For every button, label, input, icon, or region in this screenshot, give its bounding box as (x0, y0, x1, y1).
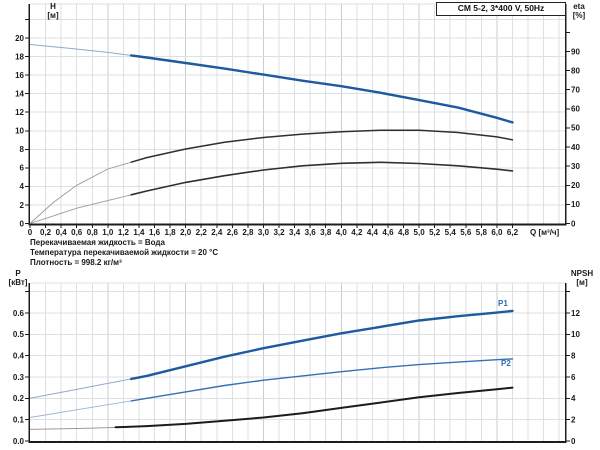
npsh-axis-label: NPSH [м] (566, 269, 598, 287)
eta-axis-label: eta [%] (566, 2, 592, 20)
svg-text:3,6: 3,6 (305, 228, 317, 237)
svg-text:4,8: 4,8 (398, 228, 410, 237)
svg-text:60: 60 (571, 105, 580, 114)
annotation-line: Температура перекачиваемой жидкости = 20… (30, 248, 219, 258)
svg-text:3,8: 3,8 (320, 228, 332, 237)
svg-text:3,2: 3,2 (273, 228, 285, 237)
svg-text:10: 10 (571, 330, 580, 339)
npsh-axis-symbol: NPSH (570, 269, 594, 278)
eta-axis-symbol: eta (573, 2, 585, 11)
svg-text:12: 12 (571, 309, 580, 318)
svg-text:18: 18 (15, 52, 24, 61)
svg-text:6,2: 6,2 (507, 228, 519, 237)
svg-text:0.3: 0.3 (13, 373, 25, 382)
svg-text:8: 8 (571, 351, 576, 360)
svg-text:1,0: 1,0 (102, 228, 114, 237)
svg-text:8: 8 (20, 145, 25, 154)
svg-text:0: 0 (571, 437, 576, 446)
svg-text:1,6: 1,6 (149, 228, 161, 237)
svg-text:5,4: 5,4 (445, 228, 457, 237)
p1-curve-label: P1 (498, 299, 508, 308)
svg-text:20: 20 (571, 181, 580, 190)
svg-text:3,0: 3,0 (258, 228, 270, 237)
svg-text:2: 2 (20, 201, 25, 210)
svg-text:6: 6 (571, 373, 576, 382)
svg-text:2,2: 2,2 (196, 228, 208, 237)
fluid-annotations: Перекачиваемая жидкость = Вода Температу… (30, 238, 218, 269)
p-axis-unit: [кВт] (8, 278, 28, 287)
svg-text:0.6: 0.6 (13, 309, 25, 318)
eta-axis-unit: [%] (572, 11, 586, 20)
svg-text:5,6: 5,6 (460, 228, 472, 237)
h-axis-symbol: H (50, 2, 56, 11)
svg-text:0,2: 0,2 (40, 228, 52, 237)
svg-text:0: 0 (28, 228, 33, 237)
svg-text:2,0: 2,0 (180, 228, 192, 237)
svg-text:0: 0 (571, 219, 576, 228)
svg-text:20: 20 (15, 34, 24, 43)
svg-text:2,6: 2,6 (227, 228, 239, 237)
svg-text:0,4: 0,4 (56, 228, 68, 237)
svg-text:30: 30 (571, 162, 580, 171)
svg-text:12: 12 (15, 108, 24, 117)
svg-text:4: 4 (571, 394, 576, 403)
svg-text:1,8: 1,8 (165, 228, 177, 237)
svg-text:90: 90 (571, 47, 580, 56)
svg-text:2,8: 2,8 (242, 228, 254, 237)
annotation-line: Перекачиваемая жидкость = Вода (30, 238, 165, 247)
q-axis-label: Q [м³/ч] (530, 228, 560, 237)
annotation-line: Плотность = 998.2 кг/м³ (30, 258, 122, 268)
svg-text:0.0: 0.0 (13, 437, 25, 446)
p-axis-label: P [кВт] (4, 269, 32, 287)
chart-title-box: CM 5-2, 3*400 V, 50Hz (436, 2, 566, 16)
svg-text:3,4: 3,4 (289, 228, 301, 237)
h-axis-unit: [м] (47, 11, 59, 20)
svg-text:4: 4 (20, 182, 25, 191)
svg-text:0.4: 0.4 (13, 351, 25, 360)
svg-text:0,6: 0,6 (71, 228, 83, 237)
h-axis-label: H [м] (42, 2, 64, 20)
svg-text:4,2: 4,2 (351, 228, 363, 237)
svg-text:5,0: 5,0 (414, 228, 426, 237)
svg-text:70: 70 (571, 86, 580, 95)
svg-text:1,4: 1,4 (133, 228, 145, 237)
svg-text:14: 14 (15, 89, 24, 98)
svg-text:50: 50 (571, 124, 580, 133)
npsh-axis-unit: [м] (576, 278, 588, 287)
svg-text:4,0: 4,0 (336, 228, 348, 237)
svg-text:1,2: 1,2 (118, 228, 130, 237)
svg-text:10: 10 (15, 127, 24, 136)
p-axis-symbol: P (15, 269, 21, 278)
svg-text:0: 0 (20, 219, 25, 228)
svg-text:5,8: 5,8 (476, 228, 488, 237)
svg-text:6: 6 (20, 164, 25, 173)
svg-text:0.5: 0.5 (13, 330, 25, 339)
svg-text:0.1: 0.1 (13, 415, 25, 424)
svg-text:40: 40 (571, 143, 580, 152)
svg-text:4,4: 4,4 (367, 228, 379, 237)
p2-curve-label: P2 (501, 359, 511, 368)
svg-text:0,8: 0,8 (87, 228, 99, 237)
svg-text:2: 2 (571, 415, 576, 424)
svg-text:6,0: 6,0 (491, 228, 503, 237)
svg-text:5,2: 5,2 (429, 228, 441, 237)
svg-text:0.2: 0.2 (13, 394, 25, 403)
svg-text:2,4: 2,4 (211, 228, 223, 237)
svg-text:16: 16 (15, 71, 24, 80)
svg-text:4,6: 4,6 (382, 228, 394, 237)
svg-text:10: 10 (571, 200, 580, 209)
svg-text:80: 80 (571, 66, 580, 75)
